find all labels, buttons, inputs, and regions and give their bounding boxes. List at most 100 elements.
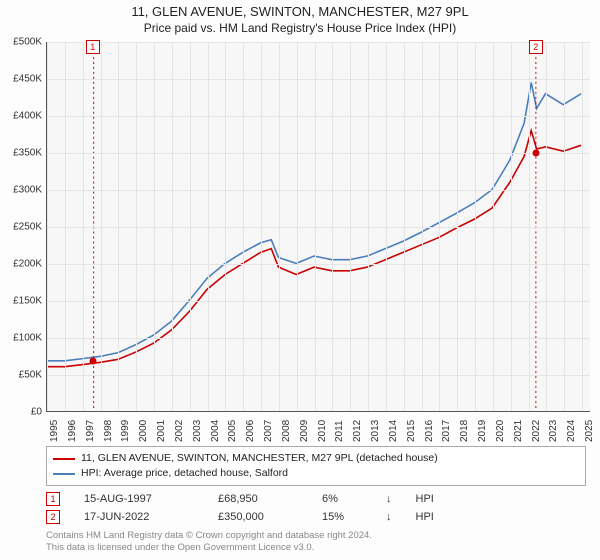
- xtick-label: 2000: [138, 420, 149, 442]
- transaction-vs: HPI: [416, 511, 434, 523]
- attribution: Contains HM Land Registry data © Crown c…: [46, 530, 372, 554]
- arrow-down-icon: ↓: [386, 493, 392, 505]
- gridline-v: [225, 42, 226, 411]
- gridline-v: [457, 42, 458, 411]
- gridline-v: [564, 42, 565, 411]
- gridline-v: [439, 42, 440, 411]
- transaction-price: £68,950: [218, 493, 298, 505]
- ytick-label: £300K: [0, 185, 42, 196]
- xtick-label: 2007: [263, 420, 274, 442]
- attribution-line2: This data is licensed under the Open Gov…: [46, 542, 372, 554]
- xtick-label: 1996: [67, 420, 78, 442]
- transaction-price: £350,000: [218, 511, 298, 523]
- gridline-h: [47, 338, 590, 339]
- marker-box-2: 2: [529, 40, 543, 54]
- transaction-date: 17-JUN-2022: [84, 511, 194, 523]
- gridline-v: [546, 42, 547, 411]
- gridline-h: [47, 153, 590, 154]
- gridline-h: [47, 264, 590, 265]
- gridline-h: [47, 79, 590, 80]
- ytick-label: £400K: [0, 111, 42, 122]
- transaction-marker: 2: [46, 510, 60, 524]
- ytick-label: £50K: [0, 370, 42, 381]
- gridline-v: [83, 42, 84, 411]
- gridline-h: [47, 301, 590, 302]
- transaction-vs: HPI: [416, 493, 434, 505]
- xtick-label: 2013: [370, 420, 381, 442]
- gridline-v: [350, 42, 351, 411]
- legend: 11, GLEN AVENUE, SWINTON, MANCHESTER, M2…: [46, 446, 586, 486]
- legend-label: 11, GLEN AVENUE, SWINTON, MANCHESTER, M2…: [81, 451, 438, 466]
- gridline-v: [243, 42, 244, 411]
- xtick-label: 2004: [210, 420, 221, 442]
- ytick-label: £150K: [0, 296, 42, 307]
- gridline-v: [47, 42, 48, 411]
- chart-title: 11, GLEN AVENUE, SWINTON, MANCHESTER, M2…: [0, 0, 600, 19]
- xtick-label: 2011: [334, 420, 345, 442]
- gridline-v: [493, 42, 494, 411]
- gridline-v: [511, 42, 512, 411]
- gridline-h: [47, 227, 590, 228]
- gridline-v: [279, 42, 280, 411]
- ytick-label: £100K: [0, 333, 42, 344]
- xtick-label: 2005: [227, 420, 238, 442]
- gridline-v: [529, 42, 530, 411]
- attribution-line1: Contains HM Land Registry data © Crown c…: [46, 530, 372, 542]
- transaction-marker: 1: [46, 492, 60, 506]
- gridline-v: [297, 42, 298, 411]
- ytick-label: £200K: [0, 259, 42, 270]
- xtick-label: 1998: [103, 420, 114, 442]
- plot-area: [46, 42, 590, 412]
- gridline-v: [368, 42, 369, 411]
- chart-container: 11, GLEN AVENUE, SWINTON, MANCHESTER, M2…: [0, 0, 600, 560]
- legend-row: 11, GLEN AVENUE, SWINTON, MANCHESTER, M2…: [53, 451, 579, 466]
- marker-dot-1: [89, 357, 96, 364]
- xtick-label: 2010: [317, 420, 328, 442]
- chart-subtitle: Price paid vs. HM Land Registry's House …: [0, 19, 600, 35]
- gridline-h: [47, 190, 590, 191]
- xtick-label: 2001: [156, 420, 167, 442]
- xtick-label: 2019: [477, 420, 488, 442]
- xtick-label: 1995: [49, 420, 60, 442]
- ytick-label: £500K: [0, 37, 42, 48]
- legend-swatch: [53, 473, 75, 475]
- gridline-v: [101, 42, 102, 411]
- gridline-v: [208, 42, 209, 411]
- ytick-label: £250K: [0, 222, 42, 233]
- transaction-row: 115-AUG-1997£68,9506%↓HPI: [46, 490, 434, 508]
- xtick-label: 2020: [495, 420, 506, 442]
- xtick-label: 2008: [281, 420, 292, 442]
- xtick-label: 2025: [584, 420, 595, 442]
- gridline-v: [386, 42, 387, 411]
- gridline-v: [422, 42, 423, 411]
- xtick-label: 2022: [531, 420, 542, 442]
- transactions-table: 115-AUG-1997£68,9506%↓HPI217-JUN-2022£35…: [46, 490, 434, 526]
- xtick-label: 2012: [352, 420, 363, 442]
- marker-box-1: 1: [86, 40, 100, 54]
- gridline-v: [136, 42, 137, 411]
- gridline-h: [47, 116, 590, 117]
- transaction-delta: 15%: [322, 511, 362, 523]
- gridline-v: [475, 42, 476, 411]
- xtick-label: 2002: [174, 420, 185, 442]
- xtick-label: 2015: [406, 420, 417, 442]
- gridline-v: [332, 42, 333, 411]
- gridline-v: [154, 42, 155, 411]
- gridline-v: [65, 42, 66, 411]
- gridline-h: [47, 42, 590, 43]
- marker-dot-2: [532, 150, 539, 157]
- xtick-label: 2006: [245, 420, 256, 442]
- legend-row: HPI: Average price, detached house, Salf…: [53, 466, 579, 481]
- xtick-label: 1999: [120, 420, 131, 442]
- xtick-label: 2017: [441, 420, 452, 442]
- ytick-label: £450K: [0, 74, 42, 85]
- xtick-label: 2009: [299, 420, 310, 442]
- gridline-v: [261, 42, 262, 411]
- gridline-v: [190, 42, 191, 411]
- ytick-label: £0: [0, 407, 42, 418]
- gridline-v: [582, 42, 583, 411]
- transaction-date: 15-AUG-1997: [84, 493, 194, 505]
- xtick-label: 2023: [548, 420, 559, 442]
- ytick-label: £350K: [0, 148, 42, 159]
- xtick-label: 2024: [566, 420, 577, 442]
